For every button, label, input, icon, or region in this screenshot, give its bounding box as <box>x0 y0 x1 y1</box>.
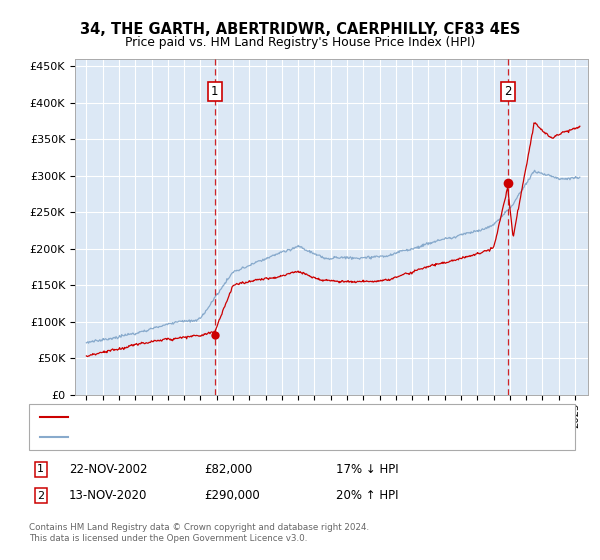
Text: Price paid vs. HM Land Registry's House Price Index (HPI): Price paid vs. HM Land Registry's House … <box>125 36 475 49</box>
Text: 13-NOV-2020: 13-NOV-2020 <box>69 489 148 502</box>
Text: £82,000: £82,000 <box>204 463 252 476</box>
Text: £290,000: £290,000 <box>204 489 260 502</box>
Text: Contains HM Land Registry data © Crown copyright and database right 2024.: Contains HM Land Registry data © Crown c… <box>29 523 369 532</box>
Text: 34, THE GARTH, ABERTRIDWR, CAERPHILLY, CF83 4ES: 34, THE GARTH, ABERTRIDWR, CAERPHILLY, C… <box>80 22 520 38</box>
Text: 2: 2 <box>504 85 511 98</box>
Text: 2: 2 <box>37 491 44 501</box>
Text: HPI: Average price, detached house, Caerphilly: HPI: Average price, detached house, Caer… <box>73 432 307 442</box>
Text: 34, THE GARTH, ABERTRIDWR, CAERPHILLY, CF83 4ES (detached house): 34, THE GARTH, ABERTRIDWR, CAERPHILLY, C… <box>73 412 430 422</box>
Text: 1: 1 <box>211 85 218 98</box>
Text: This data is licensed under the Open Government Licence v3.0.: This data is licensed under the Open Gov… <box>29 534 307 543</box>
Text: 22-NOV-2002: 22-NOV-2002 <box>69 463 148 476</box>
Text: 17% ↓ HPI: 17% ↓ HPI <box>336 463 398 476</box>
Text: 20% ↑ HPI: 20% ↑ HPI <box>336 489 398 502</box>
Text: 1: 1 <box>37 464 44 474</box>
